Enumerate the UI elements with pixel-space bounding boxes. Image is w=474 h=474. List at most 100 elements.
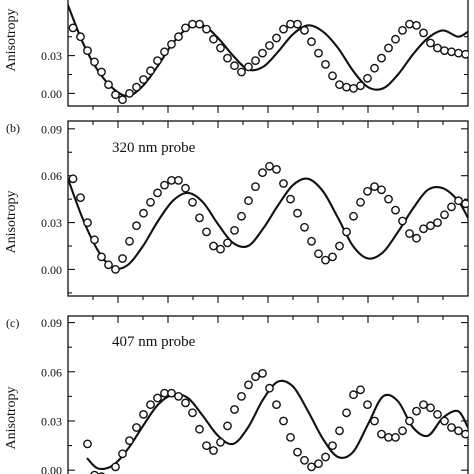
- data-point: [440, 46, 449, 55]
- data-point: [307, 462, 316, 472]
- data-point: [202, 24, 211, 34]
- data-point: [209, 34, 218, 44]
- data-point: [426, 403, 435, 413]
- data-point: [426, 38, 435, 48]
- data-point: [461, 49, 468, 59]
- data-point: [440, 416, 449, 426]
- data-point: [440, 210, 449, 220]
- data-point: [405, 416, 414, 426]
- data-point: [258, 168, 267, 178]
- data-point: [237, 391, 246, 401]
- data-point: [76, 32, 85, 42]
- data-point: [384, 194, 393, 204]
- panel-title: 407 nm probe: [112, 334, 196, 350]
- data-point: [209, 241, 218, 251]
- data-point: [321, 60, 330, 69]
- data-point: [146, 66, 155, 76]
- data-point: [363, 186, 372, 196]
- data-point: [349, 390, 358, 400]
- data-point: [454, 426, 463, 436]
- data-point: [160, 47, 169, 57]
- data-point: [118, 95, 127, 105]
- data-point: [349, 84, 358, 93]
- data-point: [398, 25, 407, 35]
- data-point: [272, 33, 281, 43]
- data-point: [118, 449, 127, 459]
- data-point: [251, 372, 260, 382]
- data-point: [377, 429, 386, 439]
- data-layer: [68, 4, 468, 105]
- data-point: [279, 24, 288, 34]
- panel-label: (b): [6, 121, 20, 135]
- panel-2: 0.00 0.03 0.06 0.09 Anisotropy (b) 320 nm prob…: [4, 120, 469, 303]
- data-point: [97, 252, 106, 262]
- data-point: [300, 25, 309, 35]
- data-point: [461, 429, 468, 439]
- data-point: [146, 197, 155, 207]
- data-point: [370, 182, 379, 192]
- data-point: [314, 249, 323, 259]
- data-point: [328, 441, 337, 450]
- data-point: [286, 194, 295, 204]
- data-point: [195, 424, 204, 434]
- data-point: [146, 400, 155, 409]
- data-point: [244, 62, 253, 72]
- data-point: [419, 224, 428, 234]
- data-point: [405, 19, 414, 29]
- data-point: [216, 43, 225, 53]
- data-point: [307, 236, 316, 246]
- y-axis-label: Anisotropy: [4, 9, 19, 72]
- data-point: [174, 175, 183, 185]
- data-point: [328, 71, 337, 81]
- data-point: [419, 28, 428, 38]
- y-axis-label: Anisotropy: [4, 387, 19, 450]
- data-point: [230, 225, 239, 235]
- data-point: [76, 193, 85, 203]
- data-point: [230, 405, 239, 414]
- y-tick-label: 0.03: [41, 49, 62, 63]
- data-point: [454, 48, 463, 58]
- fit-curve: [68, 177, 468, 270]
- data-point: [111, 264, 120, 274]
- data-point: [139, 409, 148, 419]
- data-point: [433, 43, 442, 53]
- y-tick-label: 0.06: [41, 365, 62, 379]
- data-point: [370, 63, 379, 73]
- data-point: [174, 391, 183, 401]
- data-point: [132, 221, 141, 231]
- data-point: [237, 211, 246, 221]
- data-point: [167, 39, 176, 49]
- data-point: [405, 229, 414, 238]
- data-point: [153, 56, 162, 65]
- y-axis-label: Anisotropy: [4, 191, 19, 254]
- data-point: [181, 398, 190, 408]
- panel-3: 0.00 0.03 0.06 0.09 Anisotropy (c) 407 nm prob…: [4, 315, 469, 474]
- data-point: [426, 221, 435, 231]
- data-point: [139, 75, 148, 84]
- data-point: [195, 213, 204, 223]
- data-point: [377, 53, 386, 63]
- data-point: [384, 432, 393, 442]
- data-point: [181, 183, 190, 193]
- y-tick-label: 0.00: [41, 464, 62, 474]
- data-layer: [68, 161, 468, 274]
- data-point: [272, 164, 281, 174]
- data-point: [279, 416, 288, 426]
- data-point: [335, 426, 344, 436]
- y-tick-label: 0.00: [41, 87, 62, 101]
- data-point: [419, 400, 428, 409]
- data-point: [111, 90, 120, 100]
- data-point: [321, 452, 330, 462]
- data-point: [454, 196, 463, 206]
- data-point: [412, 406, 421, 416]
- data-point: [356, 197, 365, 207]
- y-tick-label: 0.09: [41, 122, 62, 136]
- data-point: [97, 67, 106, 77]
- data-point: [342, 408, 351, 418]
- data-point: [433, 218, 442, 228]
- data-point: [328, 252, 337, 262]
- data-point: [251, 182, 260, 192]
- data-point: [68, 174, 78, 184]
- data-point: [258, 368, 267, 378]
